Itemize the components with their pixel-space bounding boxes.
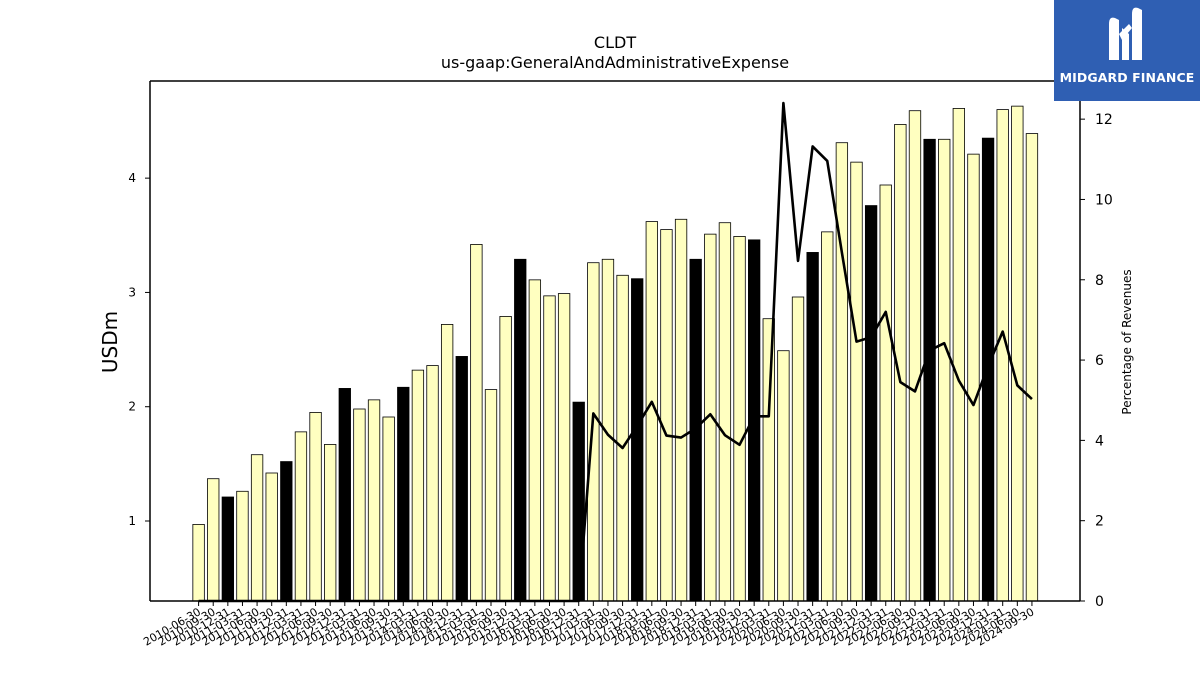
bar — [777, 350, 790, 602]
bar — [470, 244, 483, 602]
bar — [499, 316, 512, 602]
bar — [762, 318, 775, 602]
y-right-tick-label: 4 — [1095, 433, 1104, 449]
percentage-line — [198, 101, 1033, 603]
chart-subtitle: us-gaap:GeneralAndAdministrativeExpense — [441, 53, 789, 72]
bar — [411, 369, 425, 602]
bar — [338, 388, 351, 602]
bar — [221, 496, 234, 602]
bar-series — [192, 105, 1039, 602]
bar — [718, 222, 732, 602]
bar — [440, 324, 454, 602]
axes — [149, 80, 1081, 602]
chart-title: CLDT — [594, 33, 636, 52]
bar — [806, 252, 819, 602]
bar — [748, 239, 761, 602]
bar — [280, 461, 293, 602]
bar — [192, 524, 205, 602]
bar — [616, 274, 629, 602]
y-right-tick-label: 8 — [1095, 273, 1104, 289]
y-axis-ticks-right: 0 2 4 6 8 10 12 — [1080, 112, 1113, 610]
logo-text: MIDGARD FINANCE — [1059, 70, 1195, 85]
y-axis-ticks-left: 1 2 3 4 — [128, 171, 150, 528]
bar — [733, 236, 746, 602]
y-right-tick-label: 12 — [1095, 112, 1113, 128]
bar — [835, 142, 849, 602]
bar — [484, 389, 498, 602]
bar — [367, 399, 381, 602]
bar — [938, 138, 951, 602]
bar — [250, 454, 264, 602]
bar — [791, 296, 805, 602]
brand-logo: MIDGARD FINANCE — [1054, 0, 1200, 101]
bar — [397, 386, 410, 602]
bar — [864, 205, 878, 602]
bar — [426, 365, 439, 602]
bar — [236, 490, 249, 602]
y-right-tick-label: 2 — [1095, 514, 1104, 530]
bar — [557, 293, 571, 602]
y-tick-label: 4 — [128, 171, 136, 185]
y-right-tick-label: 10 — [1095, 192, 1113, 208]
bar — [821, 231, 834, 602]
bar — [908, 110, 922, 602]
midgard-logo-icon — [1109, 7, 1142, 61]
percentage-line-series — [198, 101, 1033, 603]
bar — [1025, 133, 1039, 602]
bar — [309, 412, 322, 602]
y-tick-label: 2 — [128, 400, 136, 414]
bar — [674, 218, 688, 602]
bar — [631, 278, 644, 602]
y-tick-label: 3 — [128, 285, 136, 299]
bar — [514, 258, 527, 602]
bar — [455, 356, 468, 602]
y-right-tick-label: 0 — [1095, 594, 1104, 610]
bar — [967, 153, 980, 602]
bar — [952, 108, 965, 602]
bar — [324, 444, 337, 602]
bar — [572, 401, 585, 602]
bar — [382, 416, 395, 602]
bar — [923, 138, 936, 602]
bar — [996, 109, 1009, 602]
bar — [587, 262, 600, 602]
bar — [353, 408, 366, 602]
bar — [294, 431, 308, 602]
bar — [207, 478, 220, 602]
bar — [660, 229, 673, 602]
y-axis-label-left: USDm — [98, 311, 122, 373]
bar — [850, 161, 863, 602]
y-axis-label-right: Percentage of Revenues — [1120, 269, 1134, 414]
bar — [879, 184, 892, 602]
bar — [543, 295, 556, 602]
bar — [1011, 105, 1024, 602]
x-axis-ticks: 2010-06-302010-09-302010-12-312011-03-31… — [141, 601, 1036, 649]
bar — [265, 472, 278, 602]
y-right-tick-label: 6 — [1095, 353, 1104, 369]
y-tick-label: 1 — [128, 514, 136, 528]
bar — [528, 279, 542, 602]
